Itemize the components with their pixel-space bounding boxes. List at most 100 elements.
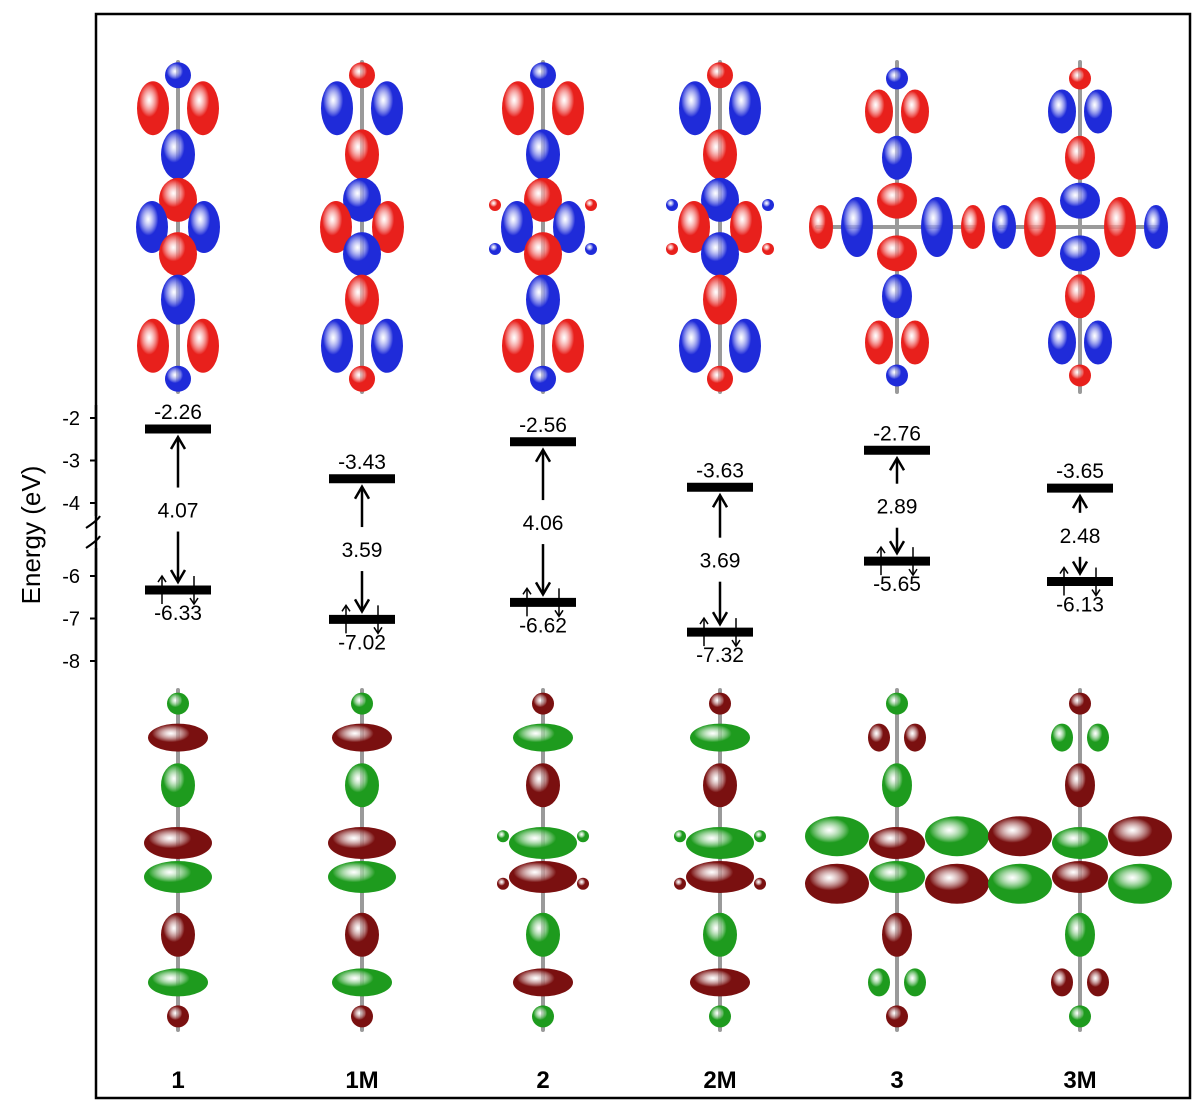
orbital-lobe bbox=[187, 81, 219, 136]
orbital-lobe bbox=[161, 763, 195, 808]
orbital-lobe bbox=[552, 318, 584, 373]
lumo-energy-label: -3.43 bbox=[338, 451, 386, 474]
molecule-columns: -2.26 -6.33 4.07 1 -3.43 -7.02 3.59 1M -2.56 -6.6… bbox=[136, 60, 1172, 1094]
lumo-orbital bbox=[489, 60, 597, 394]
orbital-lobe bbox=[137, 318, 169, 373]
molecule-column-2: -2.56 -6.62 4.06 2 bbox=[489, 60, 597, 1094]
orbital-lobe bbox=[686, 861, 754, 893]
lumo-energy-label: -2.26 bbox=[154, 401, 202, 424]
orbital-lobe bbox=[530, 62, 556, 89]
orbital-lobe bbox=[904, 723, 926, 752]
compound-label: 3M bbox=[1063, 1067, 1096, 1094]
orbital-lobe bbox=[497, 877, 509, 890]
orbital-lobe bbox=[161, 129, 195, 180]
diagram-frame bbox=[94, 12, 1192, 1100]
orbital-lobe bbox=[161, 274, 195, 325]
orbital-lobe bbox=[805, 863, 869, 904]
orbital-lobe bbox=[754, 877, 766, 890]
orbital-lobe bbox=[1065, 135, 1095, 180]
orbital-lobe bbox=[165, 365, 191, 392]
orbital-lobe bbox=[865, 320, 893, 365]
orbital-lobe bbox=[532, 1005, 554, 1028]
orbital-lobe bbox=[707, 365, 733, 392]
compound-label: 1 bbox=[171, 1067, 184, 1094]
gap-value-label: 4.06 bbox=[523, 512, 564, 535]
lumo-orbital bbox=[320, 60, 404, 394]
orbital-lobe bbox=[1048, 89, 1076, 134]
lumo-energy-label: -3.65 bbox=[1056, 460, 1104, 483]
orbital-lobe bbox=[513, 968, 573, 997]
orbital-lobe bbox=[502, 318, 534, 373]
orbital-lobe bbox=[321, 318, 353, 373]
orbital-lobe bbox=[148, 968, 208, 997]
energy-axis: -2 -3 -4 -6 -7 -8 bbox=[62, 405, 101, 673]
orbital-lobe bbox=[666, 243, 678, 255]
orbital-lobe bbox=[674, 877, 686, 890]
orbital-lobe bbox=[762, 199, 774, 211]
orbital-lobe bbox=[187, 318, 219, 373]
axis-tick-label: -8 bbox=[62, 651, 80, 673]
orbital-lobe bbox=[1069, 1005, 1091, 1028]
orbital-lobe bbox=[509, 861, 577, 893]
orbital-lobe bbox=[489, 243, 501, 255]
orbital-lobe bbox=[1069, 67, 1091, 90]
orbital-lobe bbox=[992, 205, 1016, 249]
lumo-orbital bbox=[136, 60, 220, 394]
orbital-lobe bbox=[762, 243, 774, 255]
orbital-lobe bbox=[869, 827, 925, 859]
orbital-lobe bbox=[868, 968, 890, 997]
orbital-lobe bbox=[1065, 912, 1095, 957]
homo-energy-label: -6.13 bbox=[1056, 594, 1104, 617]
orbital-lobe bbox=[666, 199, 678, 211]
orbital-lobe bbox=[343, 177, 381, 222]
orbital-lobe bbox=[513, 723, 573, 752]
orbital-lobe bbox=[188, 201, 220, 253]
orbital-lobe bbox=[921, 197, 953, 257]
orbital-lobe bbox=[988, 863, 1052, 904]
orbital-lobe bbox=[886, 67, 908, 90]
orbital-lobe bbox=[585, 243, 597, 255]
orbital-lobe bbox=[332, 723, 392, 752]
orbital-lobe bbox=[371, 81, 403, 136]
compound-label: 2M bbox=[703, 1067, 736, 1094]
orbital-lobe bbox=[679, 81, 711, 136]
homo-energy-label: -7.02 bbox=[338, 631, 386, 654]
orbital-lobe bbox=[371, 318, 403, 373]
orbital-lobe bbox=[1144, 205, 1168, 249]
lumo-energy-label: -2.56 bbox=[519, 414, 567, 437]
orbital-lobe bbox=[497, 830, 509, 843]
orbital-lobe bbox=[703, 912, 737, 957]
axis-tick-label: -3 bbox=[62, 451, 80, 473]
orbital-lobe bbox=[489, 199, 501, 211]
gap-value-label: 2.89 bbox=[877, 496, 918, 519]
orbital-lobe bbox=[686, 827, 754, 859]
orbital-lobe bbox=[805, 816, 869, 857]
orbital-lobe bbox=[729, 318, 761, 373]
orbital-lobe bbox=[988, 816, 1052, 857]
orbital-lobe bbox=[349, 62, 375, 89]
homo-orbital bbox=[144, 688, 212, 1032]
orbital-lobe bbox=[679, 318, 711, 373]
orbital-lobe bbox=[136, 201, 168, 253]
orbital-lobe bbox=[882, 763, 912, 808]
orbital-lobe bbox=[148, 723, 208, 752]
orbital-lobe bbox=[701, 232, 739, 277]
orbital-lobe bbox=[730, 201, 762, 253]
lumo-orbital bbox=[809, 60, 985, 394]
gap-value-label: 4.07 bbox=[158, 500, 199, 523]
orbital-lobe bbox=[1060, 235, 1100, 272]
orbital-lobe bbox=[1087, 723, 1109, 752]
orbital-lobe bbox=[1048, 320, 1076, 365]
orbital-lobe bbox=[577, 830, 589, 843]
orbital-lobe bbox=[841, 197, 873, 257]
orbital-lobe bbox=[809, 205, 833, 249]
lumo-orbital bbox=[666, 60, 774, 394]
molecule-column-3M: -3.65 -6.13 2.48 3M bbox=[988, 60, 1172, 1094]
homo-energy-label: -7.32 bbox=[696, 644, 744, 667]
orbital-lobe bbox=[524, 177, 562, 222]
orbital-lobe bbox=[526, 274, 560, 325]
orbital-lobe bbox=[167, 692, 189, 715]
orbital-lobe bbox=[961, 205, 985, 249]
orbital-lobe bbox=[1051, 968, 1073, 997]
